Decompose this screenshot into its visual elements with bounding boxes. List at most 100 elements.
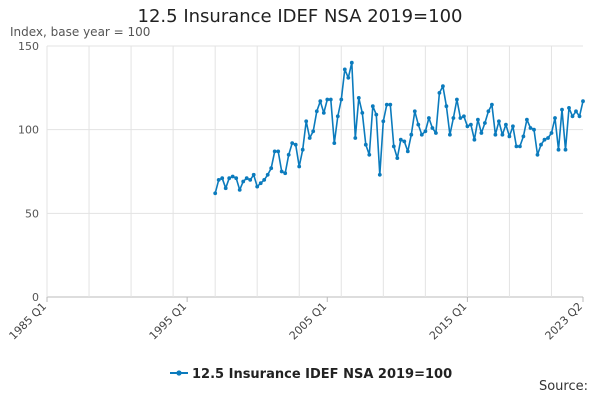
data-point (367, 152, 372, 157)
series-layer (213, 60, 585, 196)
data-point (500, 132, 505, 137)
data-point (279, 169, 284, 174)
data-point (549, 131, 554, 135)
data-point (265, 172, 270, 177)
data-point (430, 126, 435, 130)
data-point (230, 174, 235, 179)
source-label: Source: (538, 379, 588, 394)
data-point (518, 144, 522, 149)
data-point (391, 144, 396, 149)
data-point (434, 131, 438, 135)
data-point (255, 184, 260, 189)
y-tick-label: 150 (18, 40, 39, 53)
data-point (455, 97, 459, 102)
data-point (311, 129, 316, 134)
data-point (262, 178, 267, 182)
data-point (462, 114, 466, 119)
data-point (493, 132, 498, 137)
series-line (214, 61, 584, 194)
data-point (444, 104, 449, 109)
y-tick-label: 100 (18, 124, 39, 137)
data-point (223, 186, 228, 191)
data-point (451, 116, 456, 120)
data-point (244, 176, 249, 181)
data-point (465, 124, 470, 129)
data-point (290, 141, 295, 146)
data-point (504, 122, 508, 127)
data-point (472, 137, 477, 142)
chart-title: 12.5 Insurance IDEF NSA 2019=100 (137, 6, 463, 27)
data-point (490, 102, 494, 107)
data-point (304, 119, 309, 124)
data-point (227, 176, 232, 181)
x-tick-label: 1985 Q1 (7, 300, 50, 343)
data-point (283, 171, 288, 176)
y-tick-label: 50 (25, 207, 39, 220)
data-point (272, 149, 277, 154)
data-point (395, 156, 400, 161)
data-point (381, 119, 386, 124)
data-point (560, 107, 564, 112)
data-point (553, 116, 557, 120)
data-point (486, 109, 491, 114)
data-point (234, 176, 239, 181)
data-point (360, 111, 365, 115)
data-point (339, 97, 344, 102)
data-point (332, 141, 337, 146)
data-point (321, 111, 326, 115)
data-point (479, 131, 484, 135)
data-point (293, 142, 298, 147)
data-point (469, 122, 473, 127)
data-point (567, 106, 571, 110)
data-point (556, 147, 561, 152)
data-point (577, 114, 582, 119)
data-point (535, 152, 540, 157)
data-point (437, 91, 442, 95)
data-point (405, 149, 410, 154)
grid-layer (46, 45, 583, 298)
data-point (539, 142, 543, 147)
data-point (570, 114, 575, 119)
data-point (546, 136, 550, 140)
data-point (384, 102, 389, 107)
data-point (476, 117, 480, 122)
data-point (220, 176, 225, 181)
data-point (213, 191, 218, 196)
data-point (237, 188, 242, 192)
data-point (412, 109, 417, 114)
data-point (251, 172, 256, 177)
data-point (346, 75, 351, 80)
x-tick-label: 2023 Q2 (543, 300, 586, 343)
data-point (528, 126, 533, 130)
data-point (458, 116, 463, 120)
data-point (388, 102, 393, 107)
x-tick-label: 1995 Q1 (147, 300, 190, 343)
legend-marker (176, 370, 182, 376)
data-point (297, 164, 302, 169)
data-point (581, 99, 585, 104)
data-point (349, 60, 354, 65)
x-tick-label: 2015 Q1 (427, 300, 470, 343)
data-point (409, 132, 414, 137)
data-point (483, 121, 487, 125)
data-point (441, 84, 445, 89)
data-point (241, 179, 246, 184)
data-point (423, 129, 428, 134)
data-point (318, 99, 323, 104)
data-point (416, 122, 421, 127)
data-point (363, 142, 368, 147)
data-point (335, 114, 340, 119)
data-point (514, 144, 519, 149)
data-point (269, 166, 274, 171)
data-point (398, 137, 403, 142)
data-point (563, 147, 568, 152)
data-point (377, 172, 382, 177)
x-tick-label: 2005 Q1 (287, 300, 330, 343)
data-point (307, 136, 312, 140)
data-point (525, 117, 529, 122)
data-point (300, 147, 305, 152)
data-point (542, 137, 547, 142)
data-point (532, 127, 536, 132)
y-axis-label: Index, base year = 100 (10, 25, 151, 39)
